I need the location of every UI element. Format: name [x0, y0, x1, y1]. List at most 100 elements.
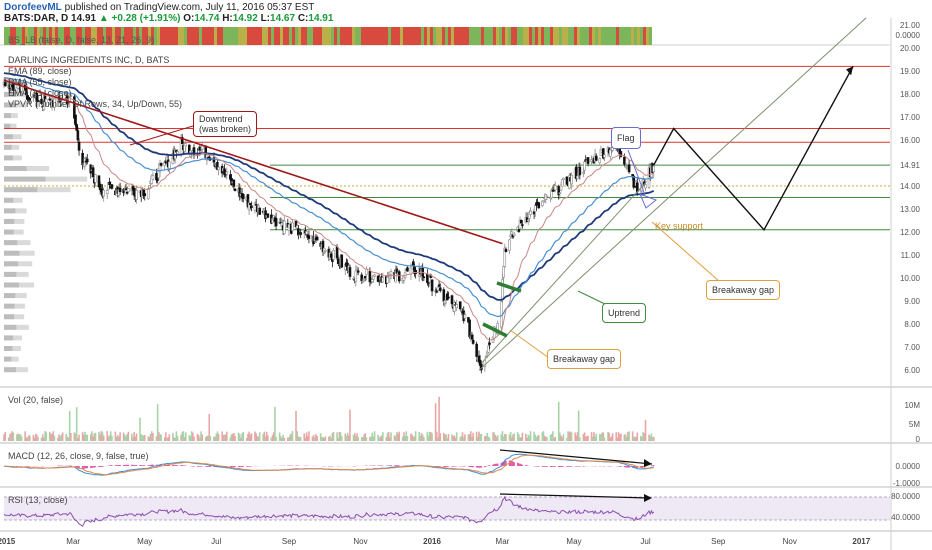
- volume-bar: [60, 434, 63, 441]
- macd-histogram-bar: [650, 465, 653, 466]
- bslb-segment: [112, 27, 115, 45]
- rsi-panel-title[interactable]: RSI (13, close): [8, 495, 68, 505]
- volume-bar: [226, 431, 228, 441]
- volume-bar: [44, 431, 46, 441]
- rsi-line: [3, 495, 655, 527]
- volume-bar: [509, 431, 512, 441]
- bslb-segment: [589, 27, 592, 45]
- macd-histogram-bar: [168, 465, 171, 466]
- bslb-segment: [184, 27, 187, 45]
- bslb-segment: [19, 27, 22, 45]
- bslb-segment: [535, 27, 538, 45]
- macd-histogram-bar: [148, 465, 151, 466]
- macd-histogram-bar: [475, 466, 478, 468]
- bslb-segment: [385, 27, 388, 45]
- candle-body: [184, 143, 188, 147]
- candle-body: [3, 82, 7, 87]
- volume-bar: [59, 436, 62, 441]
- bslb-segment: [121, 27, 124, 45]
- volume-bar: [11, 431, 14, 441]
- volume-bar: [159, 434, 161, 441]
- candle-body: [633, 185, 637, 188]
- macd-histogram-bar: [641, 466, 643, 468]
- indicator-ema21[interactable]: EMA (21, close): [8, 88, 72, 98]
- macd-histogram-bar: [500, 462, 502, 466]
- candle-body: [363, 276, 367, 279]
- candle-body: [332, 249, 335, 260]
- volume-bar: [241, 433, 243, 441]
- macd-histogram-bar: [78, 466, 80, 469]
- volume-bar: [85, 435, 87, 441]
- macd-histogram-bar: [117, 465, 119, 466]
- macd-histogram-bar: [74, 466, 77, 467]
- candle-body: [532, 211, 536, 215]
- bslb-segment: [508, 27, 511, 45]
- uptrend-channel-line: [478, 17, 867, 371]
- volume-bar: [479, 433, 481, 441]
- volume-bar: [272, 432, 275, 441]
- volume-bar: [16, 434, 18, 441]
- volume-bar: [123, 435, 126, 441]
- high-value: 14.92: [232, 13, 258, 24]
- volume-bar: [542, 431, 545, 441]
- bslb-segment: [262, 27, 265, 45]
- downtrend-line1: Downtrend: [199, 114, 243, 124]
- indicator-bslb[interactable]: BS_LB (false, D, false, 13, 21, 26, 9): [8, 35, 155, 45]
- volume-bar: [304, 437, 307, 441]
- candle-body: [389, 271, 393, 275]
- volume-bar: [281, 437, 283, 441]
- volume-bar: [209, 436, 212, 441]
- macd-histogram-bar: [520, 464, 522, 466]
- bslb-segment: [562, 27, 565, 45]
- bslb-segment: [325, 27, 328, 45]
- author-link[interactable]: DorofeevML: [4, 2, 62, 13]
- macd-histogram-bar: [108, 465, 111, 466]
- macd-histogram-bar: [151, 464, 153, 466]
- volume-bar: [279, 436, 282, 441]
- volume-bar: [197, 435, 200, 441]
- macd-histogram-bar: [77, 466, 79, 468]
- volume-bar: [53, 435, 56, 441]
- volume-bar: [100, 431, 103, 441]
- downtrend-line2: (was broken): [199, 124, 252, 134]
- volume-bar: [172, 432, 174, 441]
- macd-histogram-bar: [538, 466, 540, 467]
- volume-bar: [93, 433, 96, 441]
- volume-bar: [99, 434, 101, 441]
- volume-bar: [494, 434, 497, 441]
- volume-bar: [139, 417, 141, 441]
- indicator-vpvr[interactable]: VPVR (Number Of Rows, 34, Up/Down, 55): [8, 99, 183, 109]
- candle-body: [348, 267, 352, 277]
- volume-bar: [536, 435, 539, 441]
- volume-bar: [89, 434, 92, 441]
- volume-bar: [321, 436, 323, 441]
- volume-bar: [289, 434, 291, 441]
- bslb-segment: [274, 27, 277, 45]
- time-axis-label: Sep: [282, 537, 297, 546]
- candle-body: [550, 189, 553, 199]
- macd-panel-title[interactable]: MACD (12, 26, close, 9, false, true): [8, 451, 149, 461]
- macd-histogram-bar: [395, 465, 397, 466]
- macd-histogram-bar: [575, 466, 578, 467]
- volume-bar: [208, 414, 211, 441]
- volume-bar: [527, 434, 530, 441]
- vol-panel-title[interactable]: Vol (20, false): [8, 395, 64, 405]
- volume-bar: [553, 437, 555, 441]
- candle-body: [125, 191, 129, 194]
- indicator-ema55[interactable]: EMA (55, close): [8, 77, 72, 87]
- volume-bar: [182, 431, 185, 441]
- symbol-header: BATS:DAR, D 14.91 ▲ +0.28 (+1.91%) O:14.…: [4, 13, 333, 24]
- volume-bar: [444, 434, 446, 441]
- volume-bar: [390, 432, 392, 441]
- volume-bar: [339, 432, 342, 441]
- bslb-segment: [142, 27, 145, 45]
- volume-bar: [298, 436, 301, 441]
- bslb-segment: [460, 27, 463, 45]
- volume-bar: [316, 436, 318, 441]
- bslb-segment: [412, 27, 415, 45]
- volume-bar: [609, 437, 612, 441]
- volume-bar: [291, 431, 294, 441]
- bslb-segment: [457, 27, 460, 45]
- indicator-ema89[interactable]: EMA (89, close): [8, 66, 72, 76]
- vpvr-bar: [4, 346, 13, 352]
